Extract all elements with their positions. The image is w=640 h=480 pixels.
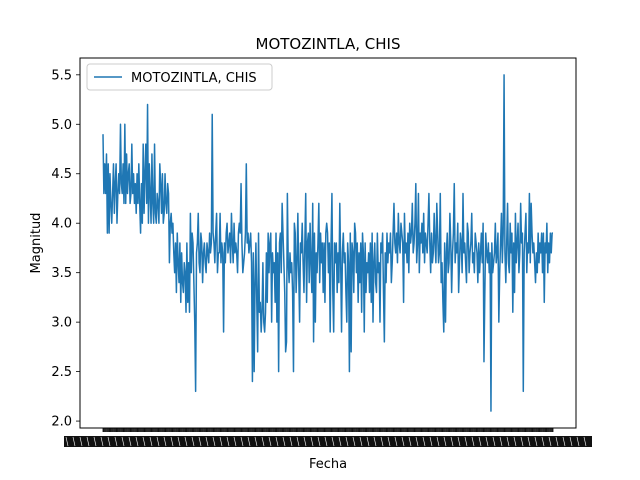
plot-frame [79,57,577,429]
x-tick-label-texture [436,436,440,447]
x-tick-label-texture [387,436,391,447]
x-tick-label-texture [170,436,174,447]
x-tick-label-texture [331,436,335,447]
x-axis-label: Fecha [309,457,347,472]
x-tick-label-texture [394,436,398,447]
legend-label: MOTOZINTLA, CHIS [131,71,257,86]
x-tick-label-texture [492,436,496,447]
x-tick-label-texture [478,436,482,447]
legend-box [86,63,273,91]
x-tick-label-texture [310,436,314,447]
x-tick-label-texture [534,436,538,447]
x-tick-label-texture [205,436,209,447]
x-tick-label-texture [128,436,132,447]
x-tick-label-texture [282,436,286,447]
x-tick-label-texture [247,436,251,447]
x-tick-label-texture [261,436,265,447]
x-tick-label-texture [86,436,90,447]
x-tick-label-texture [317,436,321,447]
x-tick-label-texture [163,436,167,447]
x-tick-label-texture [576,436,580,447]
y-tick-label: 2.5 [51,365,72,380]
x-tick-label-texture [562,436,566,447]
x-tick-label-texture [135,436,139,447]
x-tick-label-texture [464,436,468,447]
y-tick-label: 4.0 [51,217,72,232]
x-tick-label-texture [373,436,377,447]
x-tick-label-texture [352,436,356,447]
x-tick-labels-overlap [64,436,592,447]
x-tick-label-texture [422,436,426,447]
x-tick-label-texture [72,436,76,447]
x-tick-label-texture [520,436,524,447]
x-tick-label-texture [506,436,510,447]
x-axis [64,428,592,447]
x-tick-label-texture [366,436,370,447]
x-tick-label-texture [415,436,419,447]
x-tick-label-texture [485,436,489,447]
x-tick-label-texture [499,436,503,447]
x-tick-label-texture [408,436,412,447]
x-tick-label-texture [471,436,475,447]
series-line-motozintla [102,74,553,412]
x-tick-label-texture [226,436,230,447]
x-tick-label-texture [240,436,244,447]
x-tick-label-texture [289,436,293,447]
plot-area [102,74,553,412]
x-tick-label-texture [457,436,461,447]
x-tick-label-texture [548,436,552,447]
y-tick-label: 4.5 [51,167,72,182]
chart-title: MOTOZINTLA, CHIS [256,35,401,53]
x-tick-label-texture [219,436,223,447]
x-tick-label-texture [513,436,517,447]
x-tick-label-texture [121,436,125,447]
x-tick-label-texture [107,436,111,447]
x-tick-label-texture [254,436,258,447]
x-tick-label-texture [443,436,447,447]
x-tick-label-texture [583,436,587,447]
y-tick-label: 5.0 [51,118,72,133]
x-tick-label-texture [429,436,433,447]
y-tick-label: 5.5 [51,68,72,83]
x-tick-label-texture [198,436,202,447]
y-tick-label: 3.0 [51,316,72,331]
y-axis: 2.0 2.5 3.0 3.5 4.0 4.5 5.0 5.5 [51,68,80,430]
x-tick-label-texture [380,436,384,447]
x-tick-label-texture [541,436,545,447]
x-tick-label-texture [156,436,160,447]
x-tick-label-texture [296,436,300,447]
x-tick-label-texture [450,436,454,447]
x-tick-label-texture [527,436,531,447]
x-tick-label-texture [93,436,97,447]
x-tick-label-texture [569,436,573,447]
x-tick-label-texture [100,436,104,447]
legend: MOTOZINTLA, CHIS [86,63,273,91]
x-tick-label-texture [268,436,272,447]
x-tick-label-texture [79,436,83,447]
x-tick-label-texture [275,436,279,447]
x-tick-label-texture [345,436,349,447]
y-tick-label: 2.0 [51,415,72,430]
y-tick-label: 3.5 [51,266,72,281]
x-tick-label-texture [142,436,146,447]
x-tick-label-texture [401,436,405,447]
x-tick-label-texture [324,436,328,447]
x-tick-label-texture [303,436,307,447]
x-tick-label-texture [338,436,342,447]
x-tick-label-texture [233,436,237,447]
y-axis-label: Magnitud [29,213,44,274]
x-tick-label-texture [191,436,195,447]
x-tick-label-texture [65,436,69,447]
x-tick-label-texture [184,436,188,447]
x-tick-label-texture [359,436,363,447]
x-tick-label-texture [149,436,153,447]
x-tick-label-texture [212,436,216,447]
x-tick-label-texture [555,436,559,447]
x-tick-label-texture [177,436,181,447]
x-tick-label-texture [114,436,118,447]
